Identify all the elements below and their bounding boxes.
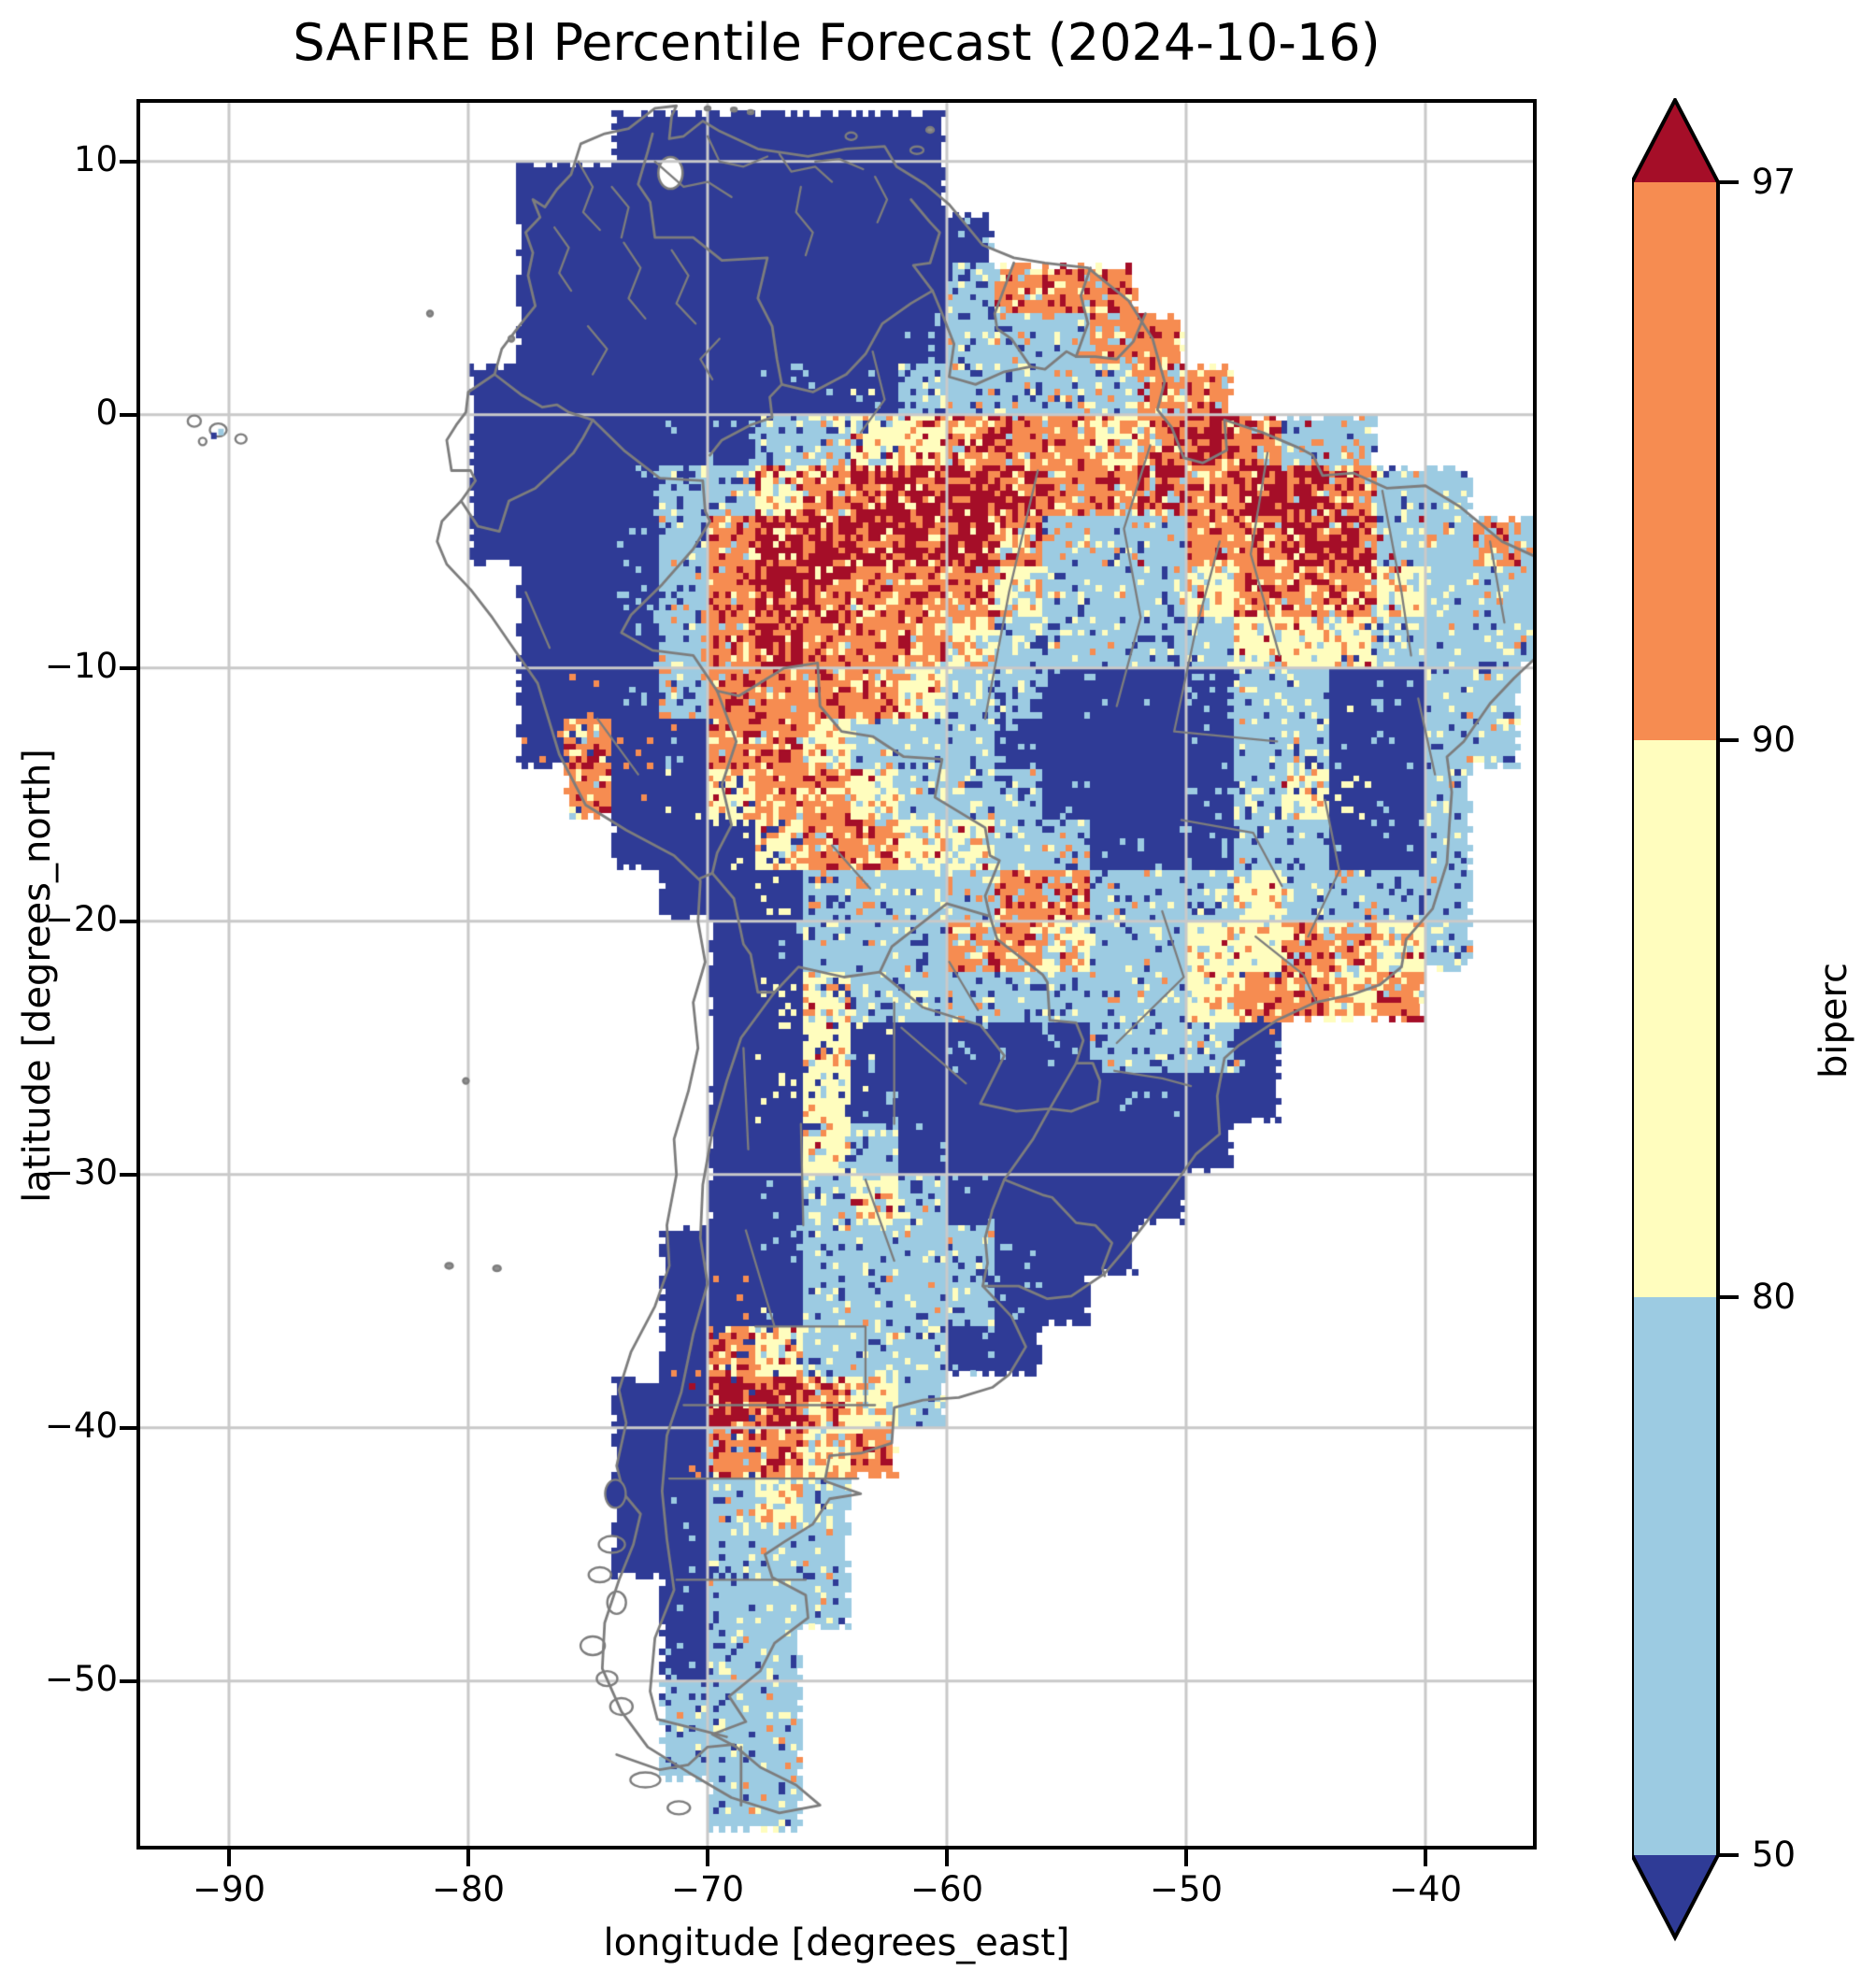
- x-tickmark: [1184, 1850, 1188, 1866]
- x-tick-label: −50: [1149, 1869, 1224, 1909]
- y-tick-label: −40: [44, 1406, 118, 1446]
- colorbar-seg-50-80: [1632, 1297, 1718, 1855]
- plot-title: SAFIRE BI Percentile Forecast (2024-10-1…: [293, 13, 1381, 72]
- x-tick-label: −40: [1388, 1869, 1463, 1909]
- colorbar-tick-label: 80: [1752, 1277, 1797, 1317]
- x-tickmark: [706, 1850, 709, 1866]
- x-tickmark: [466, 1850, 470, 1866]
- colorbar-over-arrow: [1632, 100, 1718, 182]
- x-tick-label: −70: [670, 1869, 745, 1909]
- y-tick-label: 0: [95, 393, 118, 433]
- colorbar-seg-90-97: [1632, 182, 1718, 740]
- y-tick-label: 10: [73, 139, 118, 179]
- y-tickmark: [120, 413, 136, 417]
- colorbar-tick-label: 50: [1752, 1835, 1797, 1875]
- colorbar-graphic: [1630, 95, 1739, 1942]
- colorbar-seg-80-90: [1632, 740, 1718, 1297]
- y-tickmark: [120, 1679, 136, 1683]
- x-tickmark: [945, 1850, 949, 1866]
- x-tick-label: −60: [909, 1869, 984, 1909]
- x-tickmark: [227, 1850, 231, 1866]
- colorbar: [1630, 95, 1763, 1944]
- colorbar-under-arrow: [1632, 1855, 1718, 1937]
- x-tick-label: −90: [192, 1869, 266, 1909]
- map-canvas: [140, 103, 1533, 1846]
- y-tickmark: [120, 666, 136, 670]
- x-axis-label: longitude [degrees_east]: [603, 1921, 1070, 1964]
- y-tickmark: [120, 160, 136, 164]
- y-tick-label: −20: [44, 899, 118, 939]
- y-tick-label: −10: [44, 646, 118, 686]
- colorbar-tick-label: 97: [1752, 162, 1797, 202]
- x-tickmark: [1424, 1850, 1427, 1866]
- y-tick-label: −50: [44, 1659, 118, 1699]
- axes-frame: [136, 99, 1537, 1850]
- y-tickmark: [120, 1426, 136, 1430]
- y-tickmark: [120, 1173, 136, 1177]
- y-tickmark: [120, 920, 136, 923]
- y-axis-label: latitude [degrees_north]: [16, 749, 59, 1203]
- y-tick-label: −30: [44, 1152, 118, 1193]
- colorbar-axis-label: biperc: [1812, 962, 1855, 1079]
- x-tick-label: −80: [431, 1869, 506, 1909]
- colorbar-tick-label: 90: [1752, 720, 1797, 760]
